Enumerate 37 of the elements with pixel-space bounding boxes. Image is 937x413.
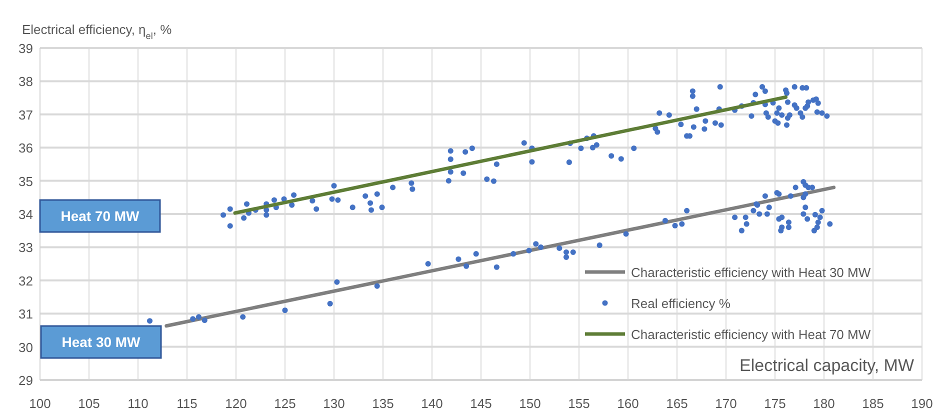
x-axis-title: Electrical capacity, MW <box>740 356 914 375</box>
y-tick-label: 32 <box>18 273 33 288</box>
y-tick-label: 39 <box>18 41 33 56</box>
x-tick-label: 155 <box>568 396 590 411</box>
y-axis-title: Electrical efficiency, η$_{el}$, % <box>22 22 172 41</box>
x-tick-label: 165 <box>666 396 688 411</box>
x-tick-label: 185 <box>862 396 884 411</box>
x-tick-label: 170 <box>715 396 737 411</box>
x-tick-label: 150 <box>519 396 541 411</box>
y-tick-label: 36 <box>18 140 33 156</box>
y-tick-label: 38 <box>18 74 33 90</box>
x-tick-label: 120 <box>225 396 247 411</box>
y-tick-label: 35 <box>18 174 33 189</box>
x-tick-label: 175 <box>764 396 786 411</box>
x-tick-label: 105 <box>78 396 100 411</box>
x-tick-label: 140 <box>421 396 443 411</box>
x-tick-label: 135 <box>372 396 394 411</box>
y-tick-label: 30 <box>18 340 33 355</box>
legend-label: Characteristic efficiency with Heat 70 MW <box>631 327 872 342</box>
y-tick-label: 29 <box>18 373 33 388</box>
annotation: Heat 70 MW <box>60 208 140 224</box>
legend-label: Characteristic efficiency with Heat 30 MW <box>631 265 872 280</box>
x-tick-label: 100 <box>29 396 51 411</box>
x-tick-label: 115 <box>176 396 198 411</box>
x-tick-label: 180 <box>813 396 835 411</box>
y-tick-label: 33 <box>18 240 33 256</box>
y-tick-label: 31 <box>18 306 33 322</box>
x-tick-label: 110 <box>128 396 148 411</box>
x-tick-label: 125 <box>274 396 296 411</box>
y-tick-label: 37 <box>18 107 33 122</box>
y-tick-label: 34 <box>18 207 33 222</box>
x-tick-label: 145 <box>470 396 492 411</box>
x-tick-label: 190 <box>911 396 933 411</box>
legend-label: Real efficiency % <box>631 296 731 311</box>
annotation: Heat 30 MW <box>62 334 142 350</box>
x-tick-label: 160 <box>617 396 639 411</box>
x-tick-label: 130 <box>323 396 345 411</box>
